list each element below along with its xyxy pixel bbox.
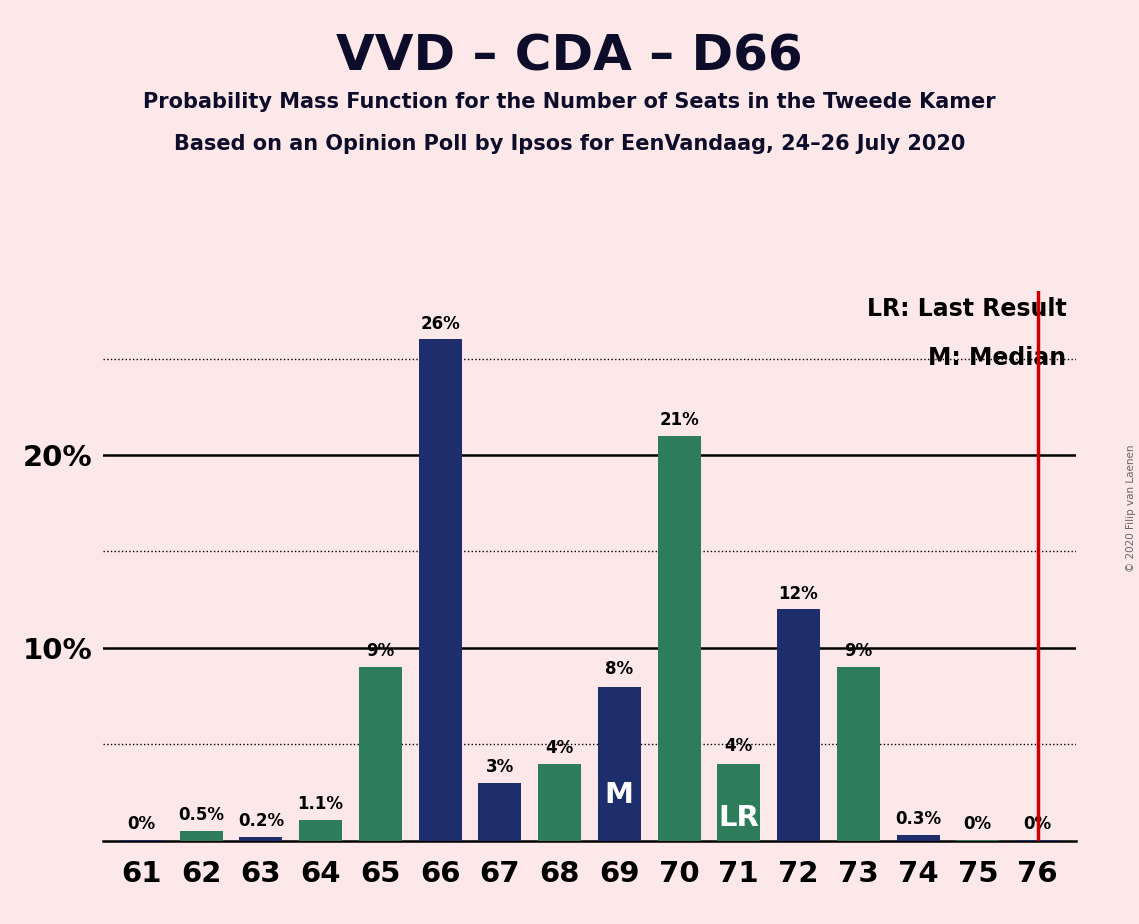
Text: 3%: 3% xyxy=(485,759,514,776)
Text: M: M xyxy=(605,781,633,808)
Text: 9%: 9% xyxy=(844,642,872,661)
Text: 0%: 0% xyxy=(128,815,155,833)
Text: Probability Mass Function for the Number of Seats in the Tweede Kamer: Probability Mass Function for the Number… xyxy=(144,92,995,113)
Bar xyxy=(300,820,342,841)
Text: 1.1%: 1.1% xyxy=(297,795,344,813)
Bar xyxy=(896,835,940,841)
Text: Based on an Opinion Poll by Ipsos for EenVandaag, 24–26 July 2020: Based on an Opinion Poll by Ipsos for Ee… xyxy=(174,134,965,154)
Bar xyxy=(598,687,641,841)
Text: M: Median: M: Median xyxy=(928,346,1066,370)
Bar xyxy=(1016,840,1059,841)
Bar xyxy=(718,763,761,841)
Text: 9%: 9% xyxy=(367,642,394,661)
Text: VVD – CDA – D66: VVD – CDA – D66 xyxy=(336,32,803,80)
Bar xyxy=(777,609,820,841)
Bar xyxy=(418,339,461,841)
Text: 0%: 0% xyxy=(1024,815,1051,833)
Bar xyxy=(239,837,282,841)
Text: 0.2%: 0.2% xyxy=(238,812,284,831)
Text: 12%: 12% xyxy=(779,585,819,602)
Bar xyxy=(120,840,163,841)
Text: 0.5%: 0.5% xyxy=(178,807,224,824)
Text: 4%: 4% xyxy=(546,739,574,757)
Bar xyxy=(957,840,999,841)
Bar xyxy=(837,667,879,841)
Text: 0%: 0% xyxy=(964,815,992,833)
Text: LR: LR xyxy=(719,804,760,832)
Text: 8%: 8% xyxy=(605,660,633,678)
Bar xyxy=(538,763,581,841)
Text: LR: Last Result: LR: Last Result xyxy=(867,297,1066,321)
Text: 0.3%: 0.3% xyxy=(895,810,941,828)
Bar xyxy=(180,832,222,841)
Text: © 2020 Filip van Laenen: © 2020 Filip van Laenen xyxy=(1126,444,1136,572)
Bar xyxy=(359,667,402,841)
Text: 26%: 26% xyxy=(420,314,460,333)
Text: 21%: 21% xyxy=(659,411,699,429)
Bar xyxy=(478,783,522,841)
Text: 4%: 4% xyxy=(724,737,753,755)
Bar xyxy=(657,436,700,841)
